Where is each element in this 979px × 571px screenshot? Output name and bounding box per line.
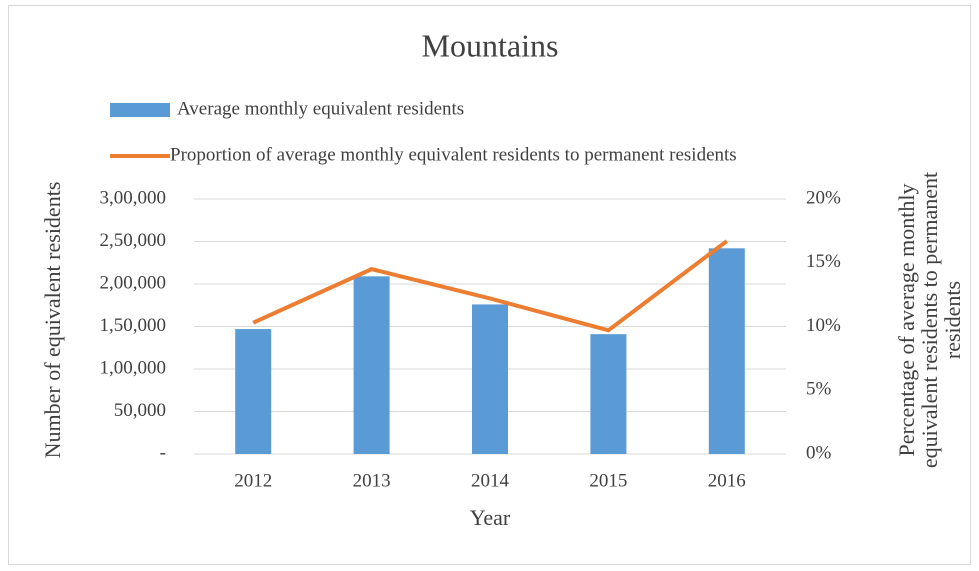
bar [353, 276, 390, 454]
chart-border [8, 5, 971, 565]
y-tick-label: 3,00,000 [100, 187, 167, 208]
y-tick-label: 2,00,000 [100, 272, 167, 293]
y-tick-label: 50,000 [114, 400, 166, 421]
y2-axis-title: residents [940, 281, 965, 359]
x-tick-label: 2014 [471, 470, 510, 491]
y-tick-label: 1,50,000 [100, 315, 167, 336]
legend-label: Proportion of average monthly equivalent… [170, 144, 737, 165]
y2-tick-label: 20% [806, 187, 841, 208]
bar [472, 304, 508, 454]
y2-tick-label: 5% [806, 379, 832, 400]
chart-title: Mountains [422, 27, 559, 63]
y2-tick-label: 15% [806, 251, 841, 272]
y-tick-label: - [160, 442, 166, 463]
bar [708, 248, 745, 454]
x-tick-label: 2016 [708, 470, 746, 491]
legend-label: Average monthly equivalent residents [177, 98, 464, 119]
legend-swatch [110, 103, 170, 117]
x-tick-label: 2013 [353, 470, 391, 491]
x-axis-title: Year [470, 505, 511, 530]
y2-axis-title: Percentage of average monthly [894, 183, 919, 456]
y-tick-label: 1,00,000 [100, 357, 167, 378]
line [252, 239, 729, 333]
y2-tick-label: 10% [806, 315, 841, 336]
bar [235, 329, 272, 454]
y2-axis-title: equivalent residents to permanent [917, 172, 942, 468]
x-tick-label: 2012 [234, 470, 272, 491]
y-axis-title: Number of equivalent residents [40, 182, 65, 459]
bar [590, 334, 627, 454]
x-tick-label: 2015 [589, 470, 627, 491]
y-tick-label: 2,50,000 [100, 230, 167, 251]
y2-tick-label: 0% [806, 442, 832, 463]
